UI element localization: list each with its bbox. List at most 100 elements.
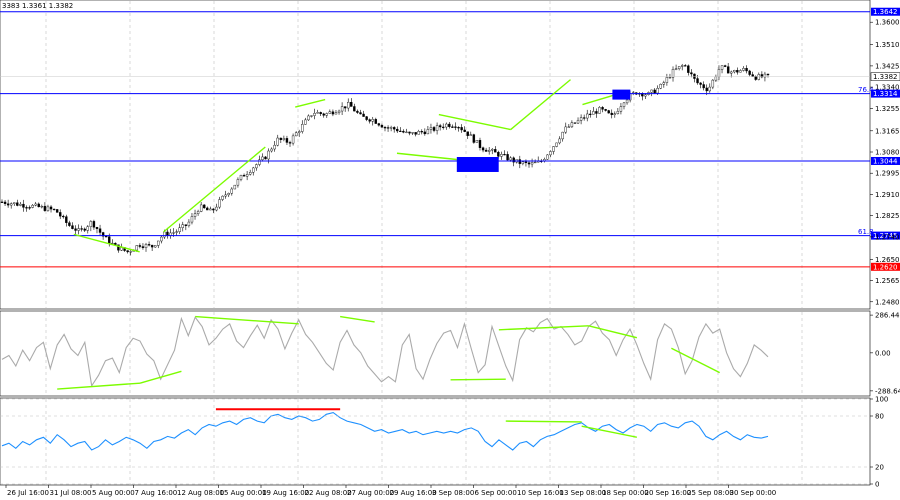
candle-body [362, 113, 365, 117]
candle-body [347, 102, 350, 109]
candle-body [426, 129, 430, 135]
candle-body [386, 127, 390, 129]
candle-body [322, 113, 325, 116]
candle-body [420, 131, 423, 133]
candle-body [80, 228, 83, 230]
time-tick-label: 5 Aug 00:00 [92, 489, 135, 497]
tick-label: 80 [875, 413, 884, 421]
indicator-line [1, 316, 769, 388]
candle-body [16, 202, 19, 206]
price-tick-label: 1.2995 [875, 170, 900, 178]
trend-line [195, 315, 299, 325]
price-tick-label: 1.3165 [875, 127, 900, 135]
level-price-tag [871, 89, 900, 98]
candle-body [325, 113, 328, 116]
candle-body [512, 157, 515, 163]
candle-body [86, 226, 89, 231]
candle-body [288, 142, 292, 144]
candle-body [19, 203, 22, 206]
candle-body [172, 232, 175, 234]
candle-body [717, 69, 721, 78]
candle-body [95, 227, 99, 229]
cci-axis: 286.4406 0.00 -288.64 [870, 312, 900, 395]
candle-body [294, 132, 298, 137]
candle-body [141, 246, 145, 248]
tick-label: 100 [875, 396, 888, 404]
trend-line [73, 233, 140, 253]
candle-body [34, 203, 37, 206]
candle-body [763, 73, 767, 78]
candle-body [454, 126, 457, 128]
candle-body [414, 132, 417, 135]
time-tick-label: 22 Aug 08:00 [305, 489, 352, 497]
candle-body [586, 113, 589, 119]
candle-body [215, 206, 218, 211]
candle-body [726, 66, 730, 74]
candle-body [521, 161, 525, 164]
time-tick-label: 18 Sep 00:00 [602, 489, 649, 497]
candle-body [209, 208, 212, 211]
candle-body [196, 211, 200, 214]
candle-body [71, 225, 74, 229]
candle-body [157, 240, 160, 246]
candle-body [622, 102, 626, 107]
trend-line [57, 382, 141, 390]
candle-body [438, 125, 442, 128]
candle-body [417, 131, 420, 135]
candle-body [733, 70, 736, 73]
candle-body [43, 206, 47, 211]
candle-body [613, 113, 616, 115]
candle-body [193, 213, 197, 217]
candle-body [466, 131, 469, 136]
rsi-series [1, 412, 769, 451]
candle-body [153, 245, 157, 248]
price-tick-label: 1.3425 [875, 62, 900, 70]
candle-body [402, 130, 405, 133]
candle-body [206, 207, 209, 211]
candle-body [282, 138, 286, 140]
candle-body [503, 154, 506, 156]
candle-body [607, 110, 610, 114]
candle-body [659, 84, 662, 89]
candle-body [371, 119, 374, 122]
candle-body [723, 65, 727, 67]
candle-body [380, 124, 384, 128]
candle-body [432, 127, 436, 131]
trend-line [396, 152, 457, 161]
time-tick-label: 29 Aug 16:00 [390, 489, 437, 497]
candle-body [442, 126, 445, 128]
candle-body [546, 154, 549, 160]
level-price-label: 1.2620 [873, 263, 898, 271]
trend-line [163, 146, 266, 233]
candle-body [46, 206, 50, 211]
candle-body [463, 129, 466, 132]
trend-line [139, 370, 182, 384]
candle-body [478, 140, 482, 148]
trend-line [510, 79, 571, 131]
candle-body [549, 151, 552, 156]
candle-body [356, 110, 359, 113]
price-tick-label: 1.3600 [875, 19, 900, 27]
candle-body [653, 89, 656, 94]
time-tick-label: 6 Sep 00:00 [475, 489, 517, 497]
candle-body [736, 70, 739, 73]
candle-body [40, 206, 44, 208]
candle-body [316, 112, 319, 114]
candle-body [230, 188, 234, 194]
candle-body [487, 149, 491, 152]
candle-body [350, 102, 353, 107]
price-tick-label: 1.2480 [875, 298, 900, 306]
candle-body [267, 150, 270, 160]
candle-body [273, 144, 276, 150]
level-price-tag [871, 262, 900, 271]
cci-panel: 286.4406 0.00 -288.64 [0, 310, 900, 397]
level-price-label: 1.2745 [873, 232, 898, 240]
candle-body [720, 65, 724, 70]
candle-body [313, 112, 316, 116]
candle-body [589, 113, 592, 115]
candle-body [399, 130, 402, 133]
candle-body [166, 231, 169, 236]
trend-line [581, 425, 638, 438]
candle-body [187, 221, 191, 226]
candle-body [484, 149, 488, 152]
